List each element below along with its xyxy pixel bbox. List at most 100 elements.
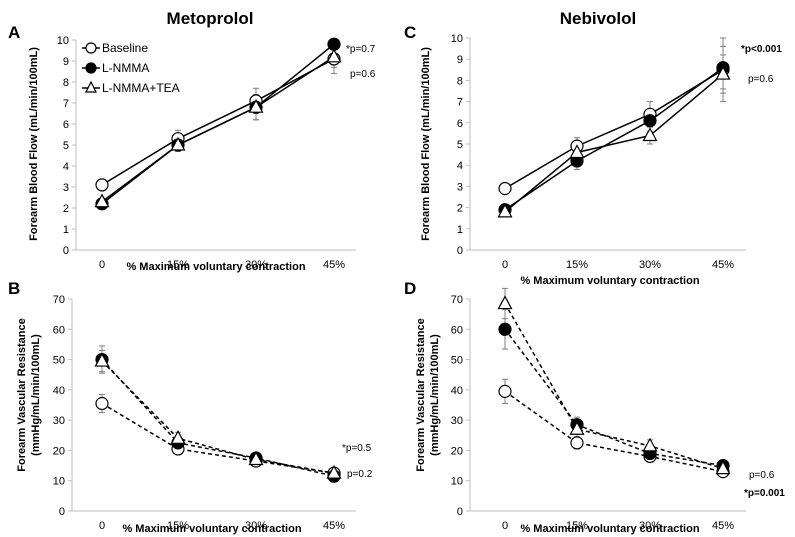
data-point-triangle-open — [569, 420, 585, 435]
y-tick-label: 4 — [457, 160, 463, 172]
y-tick-label: 2 — [457, 203, 463, 215]
y-tick-label: 70 — [451, 294, 463, 306]
y-tick-label: 40 — [451, 385, 463, 397]
y-axis-label: Forearm Blood Flow (mL/min/100mL) — [420, 47, 432, 241]
series-line-circle-open — [504, 390, 724, 473]
x-tick-label: 30% — [245, 520, 267, 532]
y-tick-label: 5 — [457, 139, 463, 151]
y-tick-labels: 0 10 20 30 40 50 60 70 — [451, 294, 463, 518]
x-axis-label: % Maximum voluntary contraction — [520, 523, 699, 535]
x-tick-label: 45% — [323, 520, 345, 532]
y-tick-label: 10 — [53, 476, 65, 488]
x-tick-labels: 0 15% 30% 45% — [502, 259, 734, 271]
data-point-circle-open — [498, 181, 512, 196]
data-point-triangle-open — [170, 430, 186, 444]
axes — [466, 298, 746, 512]
chart-title: Metoprolol — [167, 9, 254, 28]
y-tick-label: 20 — [53, 445, 65, 457]
data-point-triangle-open — [715, 460, 731, 475]
x-tick-label: 15% — [167, 259, 189, 271]
legend-item-lnmma-tea: L-NMMA+TEA — [82, 80, 180, 95]
data-point-triangle-open — [497, 295, 513, 310]
y-tick-label: 0 — [63, 245, 69, 257]
x-tick-label: 0 — [99, 259, 105, 271]
y-axis-label: Forearm Vascular Resistance — [415, 318, 427, 471]
data-point-circle-filled — [498, 322, 512, 336]
legend-label: L-NMMA — [102, 61, 149, 75]
x-tick-labels: 0 15% 30% 45% — [502, 520, 734, 532]
y-tick-label: 8 — [457, 75, 463, 87]
data-point-triangle-open — [569, 144, 585, 159]
x-tick-label: 30% — [639, 259, 661, 271]
data-point-circle-open — [570, 436, 584, 450]
y-tick-label: 60 — [53, 324, 65, 336]
series-line-triangle-open — [504, 73, 724, 213]
y-tick-label: 7 — [63, 98, 69, 110]
data-point-circle-open — [498, 384, 512, 398]
x-tick-labels: 0 15% 30% 45% — [99, 259, 345, 271]
data-point-triangle-open — [642, 127, 658, 142]
y-tick-label: 1 — [63, 224, 69, 236]
y-tick-label: 2 — [63, 203, 69, 215]
y-tick-label: 10 — [451, 476, 463, 488]
axes — [466, 37, 746, 251]
data-series — [94, 345, 342, 483]
p-value-annotation: *p=0.7 — [346, 44, 376, 55]
x-axis-label: % Maximum voluntary contraction — [122, 523, 301, 535]
series-line-triangle-open — [101, 56, 335, 203]
p-value-annotation: p=0.6 — [749, 470, 775, 481]
y-tick-label: 3 — [63, 182, 69, 194]
chart-panel-d: 0 10 20 30 40 50 60 70 0 15% 30% 45% % Maximum vol… — [415, 287, 785, 535]
x-tick-label: 45% — [712, 520, 734, 532]
series-line-circle-filled — [504, 328, 724, 467]
p-value-annotation: *p=0.5 — [342, 443, 372, 454]
legend-label: Baseline — [102, 41, 148, 55]
p-value-annotation: *p<0.001 — [741, 44, 782, 55]
y-tick-label: 60 — [451, 324, 463, 336]
x-tick-labels: 0 15% 30% 45% — [99, 520, 345, 532]
y-tick-label: 4 — [63, 161, 69, 173]
x-tick-label: 15% — [167, 520, 189, 532]
series-line-circle-filled — [504, 67, 724, 211]
y-tick-label: 50 — [451, 355, 463, 367]
y-tick-label: 5 — [63, 140, 69, 152]
series-line-triangle-open — [101, 360, 335, 474]
data-series — [497, 287, 731, 479]
y-tick-label: 10 — [451, 33, 463, 45]
y-tick-labels: 0 1 2 3 4 5 6 7 8 9 10 — [57, 35, 69, 257]
data-point-circle-filled — [643, 114, 657, 128]
data-point-triangle-open — [248, 98, 264, 113]
y-tick-label: 0 — [457, 245, 463, 257]
y-tick-label: 0 — [457, 506, 463, 518]
p-value-annotation: p=0.6 — [748, 74, 774, 85]
y-axis-label-units: (mmHg/mL/min/100mL) — [429, 334, 441, 456]
data-point-triangle-open — [326, 48, 342, 63]
y-axis-label: Forearm Vascular Resistance — [16, 318, 28, 471]
y-axis-label: Forearm Blood Flow (mL/min/100mL) — [28, 47, 40, 241]
axes — [68, 298, 356, 512]
data-point-circle-open — [95, 178, 109, 192]
legend-marker-triangle-open — [85, 80, 97, 93]
x-tick-label: 15% — [566, 520, 588, 532]
data-point-triangle-open — [248, 451, 264, 466]
data-series — [94, 37, 342, 211]
y-tick-label: 30 — [53, 415, 65, 427]
series-line-circle-open — [504, 69, 724, 190]
p-value-annotation: *p=0.001 — [744, 488, 785, 499]
legend: Baseline L-NMMA L-NMMA+TEA — [82, 41, 180, 95]
y-tick-label: 30 — [451, 415, 463, 427]
panel-letter-c: C — [404, 23, 416, 42]
x-axis-label: % Maximum voluntary contraction — [520, 275, 699, 287]
x-tick-label: 30% — [245, 259, 267, 271]
x-tick-label: 45% — [323, 259, 345, 271]
y-tick-label: 6 — [63, 119, 69, 131]
y-tick-labels: 0 1 2 3 4 5 6 7 8 9 10 — [451, 33, 463, 257]
data-point-triangle-open — [94, 193, 110, 208]
chart-panel-b: 0 10 20 30 40 50 60 70 0 15% 30% 45% % Maximum vol… — [16, 294, 373, 535]
data-point-triangle-open — [497, 203, 513, 218]
y-tick-label: 8 — [63, 77, 69, 89]
series-line-triangle-open — [504, 303, 724, 470]
panel-letter-d: D — [404, 279, 416, 298]
legend-marker-circle-filled — [85, 62, 97, 74]
axes — [72, 39, 356, 251]
